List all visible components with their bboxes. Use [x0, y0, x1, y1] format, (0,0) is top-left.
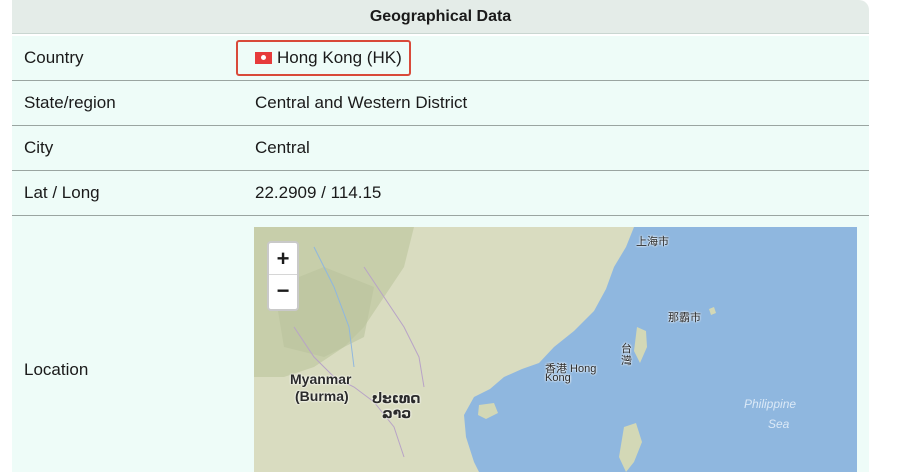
row-value: Central and Western District — [255, 93, 468, 112]
map-label-naha: 那霸市 — [668, 312, 701, 324]
map-philippines — [619, 423, 642, 472]
table-title: Geographical Data — [12, 0, 869, 34]
geographical-data-table: Geographical Data Country Hong Kong (HK)… — [12, 0, 869, 472]
map-label-philippine-sea-1: Philippine — [744, 397, 797, 411]
map-label-laos-1: ປະເທດ — [372, 390, 421, 406]
hong-kong-flag-icon — [255, 52, 272, 64]
row-value: Central — [255, 138, 310, 157]
table-row-latlong: Lat / Long 22.2909 / 114.15 — [12, 171, 869, 216]
zoom-in-button[interactable]: + — [276, 246, 290, 271]
table-row-state: State/region Central and Western Distric… — [12, 81, 869, 126]
map-taiwan — [634, 327, 647, 363]
map-border — [363, 266, 425, 388]
map-hainan — [478, 403, 498, 419]
country-name: Hong Kong (HK) — [277, 48, 402, 67]
map-label-philippine-sea-2: Sea — [768, 417, 790, 431]
table-row-country: Country Hong Kong (HK) — [12, 36, 869, 81]
row-value: 22.2909 / 114.15 — [255, 183, 382, 202]
map-label-shanghai: 上海市 — [636, 236, 669, 248]
map-label-myanmar: Myanmar — [290, 371, 352, 387]
table-row-city: City Central — [12, 126, 869, 171]
map-label-hong-kong: 香港 Hong — [545, 363, 597, 375]
country-highlight-box — [236, 40, 411, 76]
location-map[interactable]: + − 上海市 那霸市 台 灣 香港 Hong Kong Myanmar (Bu… — [254, 227, 857, 472]
map-border — [293, 326, 405, 458]
map-label-burma: (Burma) — [295, 388, 349, 404]
map-label-taiwan-1: 台 — [621, 343, 632, 355]
map-label-taiwan-2: 灣 — [621, 355, 632, 367]
row-label: Location — [24, 360, 89, 379]
zoom-out-button[interactable]: − — [269, 274, 297, 306]
row-label: City — [24, 138, 54, 157]
map-label-laos-2: ລາວ — [382, 405, 412, 421]
row-label: Country — [24, 48, 84, 67]
map-okinawa — [709, 307, 716, 315]
map-canvas — [254, 227, 716, 472]
map-river — [313, 246, 355, 368]
row-label: State/region — [24, 93, 116, 112]
zoom-control: + − — [267, 241, 299, 311]
row-label: Lat / Long — [24, 183, 100, 202]
row-value: Hong Kong (HK) — [255, 36, 402, 80]
map-label-kong: Kong — [545, 372, 571, 384]
